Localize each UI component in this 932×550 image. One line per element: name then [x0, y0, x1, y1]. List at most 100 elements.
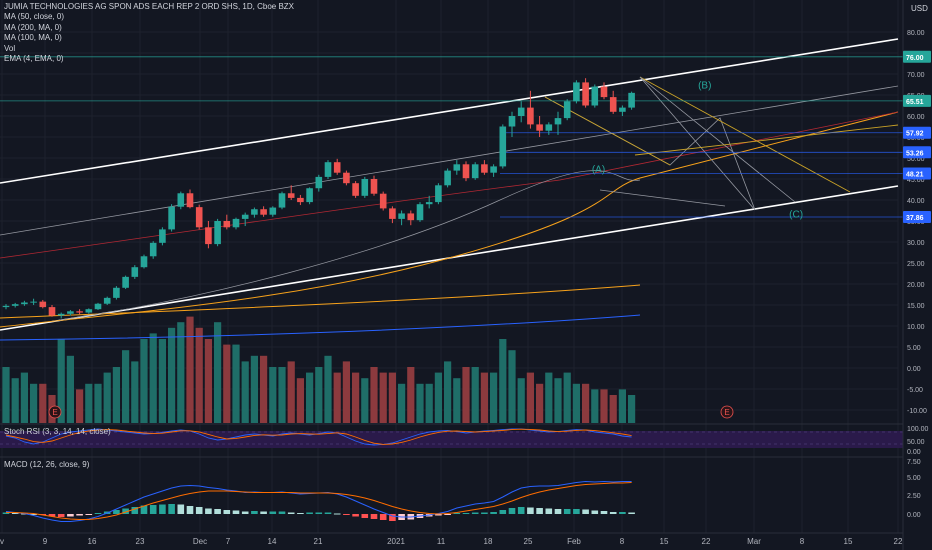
macd-signal-line	[6, 482, 632, 520]
chart-title: JUMIA TECHNOLOGIES AG SPON ADS EACH REP …	[4, 2, 295, 11]
y-tick-label: -5.00	[907, 387, 923, 394]
volume-bar	[480, 372, 488, 423]
volume-bar	[103, 372, 111, 423]
macd-histogram-bar	[205, 508, 212, 514]
currency-label: USD	[911, 4, 928, 13]
macd-histogram-bar	[499, 510, 507, 514]
macd-histogram-bar	[435, 514, 442, 516]
macd-histogram-bar	[536, 508, 543, 514]
price-label-text: 48.21	[906, 172, 924, 179]
macd-histogram-bar	[48, 514, 56, 517]
x-tick-label: 15	[844, 537, 853, 546]
candle-body	[619, 107, 626, 112]
candle-body	[628, 92, 635, 108]
candle-body	[425, 202, 433, 205]
volume-bar	[306, 372, 314, 423]
macd-histogram-bar	[67, 514, 74, 517]
macd-histogram-bar	[554, 509, 562, 514]
ma-50-line	[0, 111, 899, 328]
candle-body	[214, 221, 221, 245]
x-tick-label: 18	[484, 537, 493, 546]
macd-histogram-bar	[131, 507, 139, 514]
macd-histogram-bar	[619, 512, 626, 514]
macd-histogram-bar	[453, 513, 461, 514]
price-label-box	[903, 126, 931, 139]
price-label-text: 76.00	[906, 55, 924, 62]
volume-bar	[628, 395, 636, 423]
macd-histogram-bar	[241, 511, 249, 514]
candle-body	[113, 287, 120, 298]
price-label-text: 53.26	[906, 150, 924, 157]
legend-vol: Vol	[4, 43, 16, 53]
volume-bar	[444, 361, 452, 423]
candle-body	[490, 166, 497, 173]
x-tick-label: 14	[268, 537, 277, 546]
volume-bar	[232, 344, 240, 423]
volume-bar	[122, 350, 130, 423]
candle-body	[453, 164, 461, 171]
macd-histogram-bar	[379, 514, 387, 520]
pitchfork-line	[639, 76, 756, 211]
y-tick-label: 0.00	[907, 366, 921, 373]
earnings-marker-label: E	[724, 408, 729, 417]
volume-bar	[379, 372, 387, 423]
candle-body	[508, 116, 516, 127]
candle-body	[324, 162, 332, 177]
pitchfork-line	[639, 76, 851, 193]
volume-bar	[609, 395, 617, 423]
pitchfork-line	[639, 76, 796, 203]
candle-body	[186, 193, 194, 208]
candle-body	[609, 97, 617, 112]
volume-bar	[324, 355, 332, 423]
macd-histogram-bar	[94, 513, 102, 514]
volume-bar	[30, 383, 38, 423]
pattern-label: (B)	[698, 81, 711, 92]
volume-bar	[168, 327, 176, 423]
y-tick-label: 25.00	[907, 261, 925, 268]
macd-histogram-bar	[600, 511, 608, 514]
candle-body	[195, 207, 203, 228]
volume-bar	[94, 383, 102, 423]
x-tick-label: 21	[314, 537, 323, 546]
candle-body	[499, 126, 507, 167]
legend-ema4: EMA (4, EMA, 0)	[4, 53, 64, 63]
x-tick-label: 15	[660, 537, 669, 546]
ma-200-line	[0, 284, 641, 319]
y-tick-label: -10.00	[907, 408, 927, 415]
candle-body	[131, 267, 139, 277]
macd-histogram-bar	[609, 512, 617, 514]
macd-histogram-bar	[149, 505, 157, 514]
candle-body	[76, 311, 83, 313]
pane-axis-label: 7.50	[907, 459, 921, 466]
macd-histogram-bar	[343, 514, 350, 515]
pattern-label: (A)	[592, 165, 605, 176]
earnings-marker	[720, 405, 734, 419]
volume-bar	[177, 322, 185, 423]
pitchfork-arrow	[599, 189, 726, 207]
candle-body	[177, 193, 185, 207]
candle-body	[232, 218, 240, 228]
candle-body	[545, 124, 553, 131]
candle-body	[67, 311, 74, 314]
pitchfork-median	[634, 124, 899, 156]
candle-body	[241, 214, 249, 219]
volume-bar	[195, 327, 203, 423]
price-label-text: 37.86	[906, 215, 924, 222]
macd-histogram-bar	[527, 507, 534, 514]
volume-bar	[140, 339, 148, 423]
pane-axis-label: 50.00	[907, 439, 925, 446]
candle-body	[21, 302, 28, 305]
volume-bar	[2, 367, 10, 423]
macd-histogram-bar	[30, 514, 37, 515]
candle-body	[260, 209, 267, 215]
macd-histogram-bar	[232, 510, 240, 514]
macd-histogram-bar	[287, 512, 295, 514]
candle-body	[361, 179, 369, 196]
candle-body	[278, 193, 286, 208]
x-tick-label: 16	[88, 537, 97, 546]
volume-bar	[526, 372, 534, 423]
volume-bar	[296, 378, 304, 423]
legend-ma50: MA (50, close, 0)	[4, 12, 65, 22]
